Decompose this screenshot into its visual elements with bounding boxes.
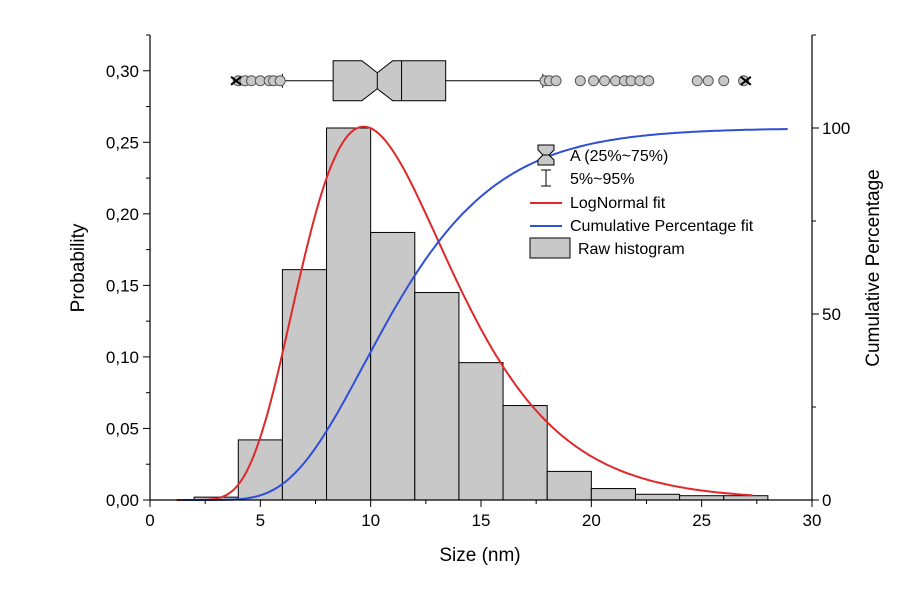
box-outlier: [599, 75, 611, 87]
y2-axis-title: Cumulative Percentage: [863, 169, 884, 367]
histogram-bar: [590, 488, 636, 501]
y-tick-label: 0,30: [106, 62, 139, 81]
legend-label-box: A (25%~75%): [570, 148, 668, 165]
box-outlier: [550, 75, 562, 87]
box-outlier: [691, 75, 703, 87]
histogram-bar: [414, 292, 460, 501]
histogram-bar: [634, 493, 681, 501]
x-tick-label: 5: [256, 511, 265, 530]
histogram-bars: [193, 127, 769, 501]
legend-item-lognormal: LogNormal fit: [530, 195, 666, 212]
histogram-bar: [679, 495, 725, 501]
x-tick-label: 15: [472, 511, 491, 530]
legend-item-cumulative: Cumulative Percentage fit: [530, 218, 754, 235]
x-tick-label: 25: [692, 511, 711, 530]
y-tick-label: 0,10: [106, 348, 139, 367]
box-outlier: [588, 75, 600, 87]
histogram-bar: [723, 495, 769, 501]
y-axis-title: Probability: [68, 223, 89, 312]
y-tick-label: 0,20: [106, 205, 139, 224]
y-tick-label: 0,00: [106, 491, 139, 510]
box-outlier: [643, 75, 655, 87]
box-outlier: [274, 75, 286, 87]
box-iqr: [332, 60, 447, 102]
legend-bar-icon: [529, 237, 571, 259]
histogram-bar: [502, 405, 548, 501]
y2-tick-label: 0: [822, 491, 831, 510]
histogram-bar: [546, 470, 592, 501]
histogram-bar: [370, 231, 416, 501]
box-outlier: [702, 75, 714, 87]
legend-label-cumulative: Cumulative Percentage fit: [570, 218, 754, 235]
histogram-bar: [458, 362, 504, 501]
x-tick-label: 30: [803, 511, 822, 530]
cumulative-fit-curve: [183, 128, 788, 501]
histogram-bar: [326, 127, 372, 501]
histogram-bar: [237, 439, 283, 501]
legend-label-histogram: Raw histogram: [578, 241, 685, 258]
box-outlier: [718, 75, 730, 87]
axes: 0 5 10 15 20 25 30 0,00 0,05 0,10 0,15 0,20 0,25 0,30…: [106, 34, 850, 530]
y-tick-label: 0,05: [106, 419, 139, 438]
y-tick-label: 0,15: [106, 276, 139, 295]
legend-item-whisker: 5%~95%: [541, 169, 635, 188]
legend-item-histogram: Raw histogram: [529, 237, 685, 259]
legend-label-lognormal: LogNormal fit: [570, 195, 666, 212]
box-extreme-marker: [740, 76, 752, 86]
legend-label-whisker: 5%~95%: [570, 171, 635, 188]
legend: A (25%~75%) 5%~95% LogNormal fit Cumulat…: [529, 144, 754, 259]
legend-item-box: A (25%~75%): [537, 144, 668, 166]
box-extreme-marker: [230, 76, 242, 86]
x-tick-label: 10: [361, 511, 380, 530]
y2-tick-label: 100: [822, 119, 850, 138]
box-plot: [230, 60, 752, 102]
x-tick-label: 20: [582, 511, 601, 530]
x-tick-label: 0: [145, 511, 154, 530]
fit-curves: [176, 125, 788, 501]
y2-tick-label: 50: [822, 305, 841, 324]
lognormal-fit-curve: [176, 125, 753, 501]
histogram-bar: [281, 269, 328, 501]
x-axis-title: Size (nm): [439, 545, 520, 566]
y-tick-label: 0,25: [106, 133, 139, 152]
box-outlier: [574, 75, 586, 87]
